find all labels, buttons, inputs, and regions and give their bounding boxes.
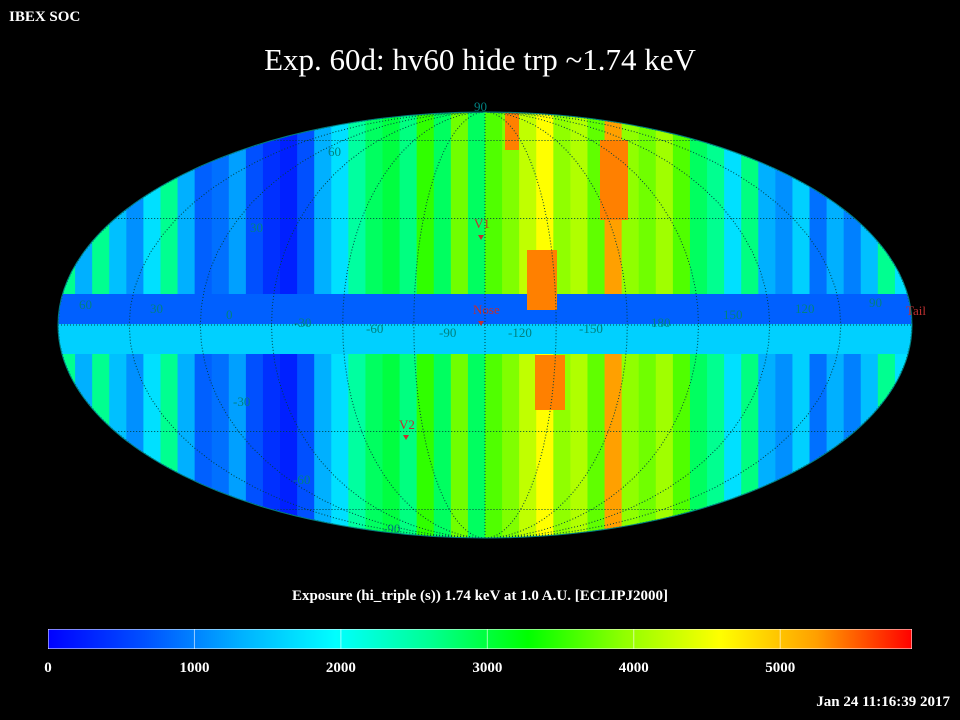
- lon-label: 120: [795, 301, 815, 316]
- marker-v2: V2: [399, 417, 415, 440]
- lon-label: -150: [579, 321, 603, 336]
- lon-label: 60: [79, 297, 92, 312]
- lon-label: -120: [508, 325, 532, 340]
- svg-text:Nose: Nose: [473, 302, 500, 317]
- lat-label-m60: -60: [293, 472, 310, 487]
- svg-text:Tail: Tail: [906, 303, 926, 318]
- colorbar-tick-label: 3000: [472, 660, 503, 676]
- corner-label: IBEX SOC: [9, 9, 81, 25]
- marker-tail: Tail: [906, 303, 926, 318]
- lon-label: -90: [439, 325, 456, 340]
- lat-label-m30: -30: [233, 394, 250, 409]
- lat-label-30: 30: [250, 220, 263, 235]
- marker-nose: Nose: [473, 302, 500, 326]
- lon-label: 180: [651, 315, 671, 330]
- marker-v1: V1: [474, 216, 490, 240]
- map-border: [57, 111, 913, 539]
- lat-label-90: 90: [474, 99, 487, 114]
- lon-label: -30: [294, 315, 311, 330]
- lon-label: 0: [226, 307, 233, 322]
- colorbar-caption: Exposure (hi_triple (s)) 1.74 keV at 1.0…: [291, 588, 669, 604]
- colorbar-tick-label: 2000: [325, 660, 356, 676]
- lon-label: 30: [150, 301, 163, 316]
- lon-label: 150: [723, 307, 743, 322]
- lat-label-60: 60: [328, 144, 341, 159]
- lon-label: 90: [869, 295, 882, 310]
- colorbar-tick-label: 5000: [765, 660, 796, 676]
- svg-text:V1: V1: [474, 216, 490, 231]
- colorbar: [48, 629, 912, 649]
- lon-label: -60: [366, 321, 383, 336]
- colorbar-tick-label: 4000: [618, 660, 649, 676]
- lat-label-m90: -90: [383, 521, 400, 536]
- colorbar-tick-label: 0: [44, 660, 52, 676]
- graticule: [58, 112, 912, 538]
- map-title: Exp. 60d: hv60 hide trp ~1.74 keV: [264, 42, 696, 77]
- timestamp: Jan 24 11:16:39 2017: [816, 694, 950, 710]
- colorbar-tick-label: 1000: [179, 660, 210, 676]
- svg-text:V2: V2: [399, 417, 415, 432]
